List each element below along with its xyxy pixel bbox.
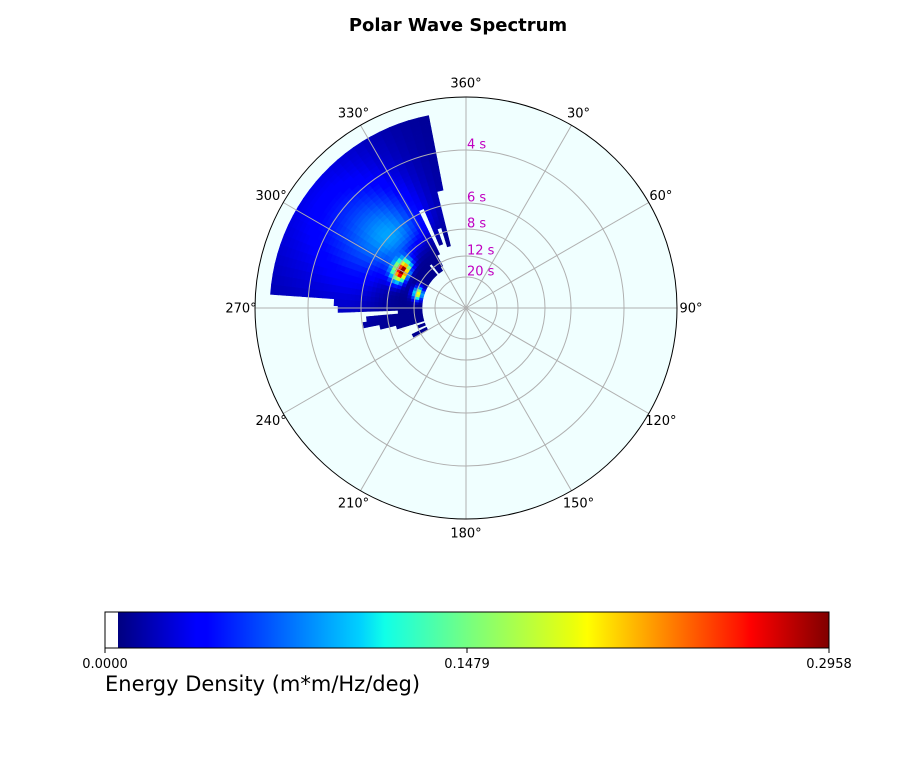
period-ring-label-4-s: 4 s xyxy=(467,138,486,153)
colorbar-tick-label-0-2958: 0.2958 xyxy=(806,657,852,672)
spectrum-cell xyxy=(365,300,371,307)
grid-spoke-210 xyxy=(360,307,467,491)
spectrum-cell xyxy=(337,298,343,307)
colorbar-under-swatch xyxy=(105,612,118,648)
colorbar-gradient xyxy=(118,612,829,648)
spectrum-cell xyxy=(361,300,367,307)
spectrum-cell xyxy=(389,306,395,311)
spectrum-cell xyxy=(397,306,403,311)
spectrum-cell xyxy=(345,305,351,313)
spectrum-cell xyxy=(411,332,418,338)
polar-grid xyxy=(255,97,677,519)
grid-spoke-120 xyxy=(465,307,649,414)
spectrum-cell xyxy=(361,305,367,312)
spectrum-cell xyxy=(341,299,347,307)
spectrum-cell xyxy=(397,302,403,308)
angle-tick-60: 60° xyxy=(649,189,672,204)
polar-plot: 360° 30° 60° 90° 120° 150° 180° 210° 240° 270° 300… xyxy=(225,77,702,542)
spectrum-cell xyxy=(362,321,369,329)
grid-spoke-330 xyxy=(360,125,467,309)
spectrum-cell xyxy=(381,306,387,312)
spectrum-cell xyxy=(397,309,403,315)
period-ring-label-12-s: 12 s xyxy=(467,244,495,259)
spectrum-cell xyxy=(349,299,355,307)
spectrum-cell xyxy=(369,300,375,307)
colorbar-tick-label-0-0000: 0.0000 xyxy=(82,657,128,672)
colorbar-tick-label-0-1479: 0.1479 xyxy=(444,657,490,672)
period-ring-label-6-s: 6 s xyxy=(467,191,486,206)
colorbar-ticks: 0.0000 0.1479 0.2958 xyxy=(82,648,852,672)
angle-tick-210: 210° xyxy=(338,496,369,511)
spectrum-layer xyxy=(270,115,451,338)
spectrum-cell xyxy=(366,316,372,323)
period-ring-label-8-s: 8 s xyxy=(467,217,486,232)
angle-tick-240: 240° xyxy=(255,414,286,429)
angle-tick-180: 180° xyxy=(450,527,481,542)
spectrum-cell xyxy=(373,306,379,312)
period-ring-label-20-s: 20 s xyxy=(467,265,495,280)
spectrum-cell xyxy=(353,305,359,313)
spectrum-cell xyxy=(405,306,411,311)
spectrum-cell xyxy=(405,309,411,314)
spectrum-cell xyxy=(341,305,347,313)
angle-tick-90: 90° xyxy=(679,302,702,317)
angle-tick-150: 150° xyxy=(563,496,594,511)
angle-tick-300: 300° xyxy=(255,189,286,204)
grid-spoke-60 xyxy=(465,202,649,309)
spectrum-cell xyxy=(401,309,407,314)
spectrum-cell xyxy=(377,306,383,312)
spectrum-cell xyxy=(365,305,371,312)
polar-frame xyxy=(254,96,678,520)
spectrum-cell xyxy=(381,301,387,307)
spectrum-cell xyxy=(389,302,395,308)
spectrum-cell xyxy=(393,302,399,308)
colorbar-label: Energy Density (m*m/Hz/deg) xyxy=(105,672,421,696)
angle-tick-120: 120° xyxy=(645,414,676,429)
spectrum-cell xyxy=(349,305,355,313)
spectrum-cell xyxy=(369,306,375,312)
colorbar-frame xyxy=(104,611,830,649)
spectrum-cell xyxy=(270,283,276,295)
spectrum-cell xyxy=(353,299,359,307)
spectrum-cell xyxy=(333,298,339,307)
angle-tick-360: 360° xyxy=(450,77,481,92)
spectrum-cell xyxy=(393,306,399,311)
spectrum-cell xyxy=(401,306,407,311)
grid-spoke-150 xyxy=(465,307,572,491)
grid-spoke-300 xyxy=(283,202,467,309)
angle-tick-labels: 360° 30° 60° 90° 120° 150° 180° 210° 240° 270° 300… xyxy=(225,77,702,542)
angle-tick-330: 330° xyxy=(338,107,369,122)
period-ring-labels: 4 s 6 s 8 s 12 s 20 s xyxy=(467,138,495,280)
spectrum-cell xyxy=(337,305,343,313)
grid-spoke-240 xyxy=(283,307,467,414)
grid-spoke-30 xyxy=(465,125,572,309)
spectrum-cell xyxy=(345,299,351,307)
spectrum-cell xyxy=(377,301,383,307)
angle-tick-270: 270° xyxy=(225,302,256,317)
chart-title: Polar Wave Spectrum xyxy=(348,15,568,36)
angle-tick-30: 30° xyxy=(567,107,590,122)
spectrum-cell xyxy=(418,115,430,123)
spectrum-cell xyxy=(373,301,379,307)
